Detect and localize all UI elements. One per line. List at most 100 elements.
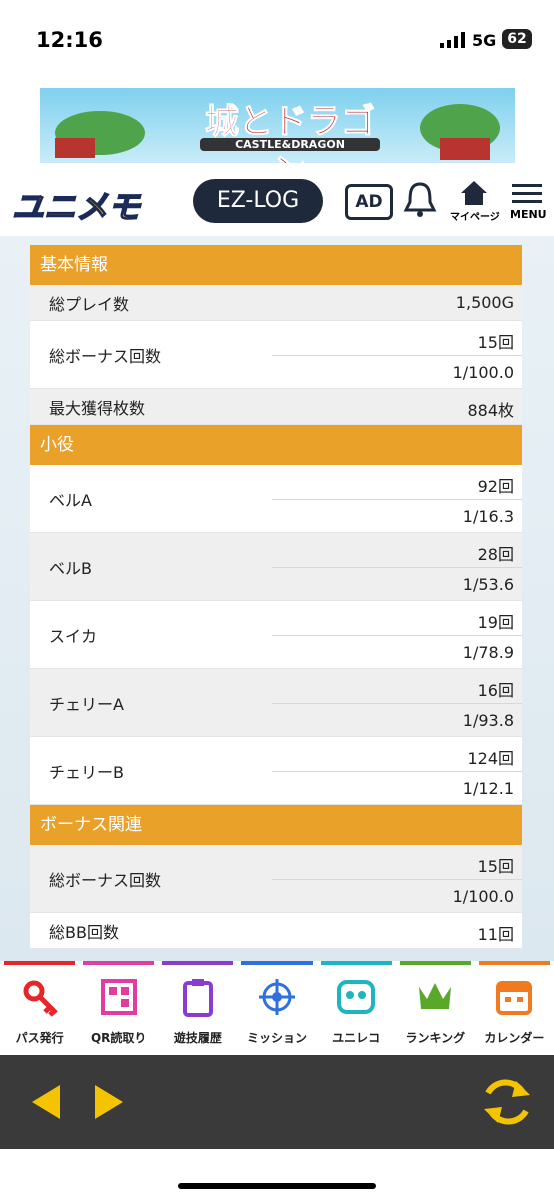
- battery: 62: [502, 29, 532, 49]
- tab-label: ランキング: [405, 1031, 466, 1045]
- row-label: チェリーB: [49, 762, 124, 782]
- table-row: 最大獲得枚数 884枚: [30, 389, 522, 425]
- banner-title: 城とドラゴン: [205, 102, 376, 164]
- back-button[interactable]: [32, 1085, 60, 1119]
- tab-color-bar: [399, 961, 471, 965]
- value-separator: [272, 567, 522, 568]
- tab-label: 遊技履歴: [173, 1031, 222, 1045]
- table-row: ベルA 92回 1/16.3: [30, 465, 522, 533]
- tab-item[interactable]: ミッション: [237, 961, 316, 1055]
- bell-icon[interactable]: [402, 180, 438, 220]
- row-value: 11回: [477, 925, 514, 944]
- tab-icon: [23, 980, 58, 1017]
- tab-item[interactable]: ユニレコ: [317, 961, 396, 1055]
- row-value: 15回: [477, 333, 514, 352]
- row-value: 1/93.8: [462, 711, 514, 730]
- tab-item[interactable]: ランキング: [396, 961, 475, 1055]
- forward-button[interactable]: [95, 1085, 123, 1119]
- tab-color-bar: [478, 961, 550, 965]
- value-separator: [272, 703, 522, 704]
- table-row: スイカ 19回 1/78.9: [30, 601, 522, 669]
- tab-color-bar: [320, 961, 392, 965]
- table-row: 総BB回数 11回: [30, 913, 522, 949]
- tab-label: ミッション: [246, 1031, 307, 1045]
- tab-bar: パス発行 QR読取り 遊技履歴 ミッション ユニレコ ランキング カレンダー: [0, 961, 554, 1055]
- row-label: 総ボーナス回数: [49, 346, 162, 366]
- row-value: 1/100.0: [452, 887, 514, 906]
- banner-art: [55, 104, 500, 160]
- home-indicator: [178, 1183, 376, 1189]
- row-label: ベルA: [49, 490, 92, 510]
- table-row: チェリーB 124回 1/12.1: [30, 737, 522, 805]
- value-separator: [272, 879, 522, 880]
- tab-color-bar: [4, 961, 76, 965]
- ad-button[interactable]: AD: [345, 184, 393, 220]
- menu-icon[interactable]: [512, 184, 542, 204]
- row-value: 1/78.9: [462, 643, 514, 662]
- tab-icon: [258, 979, 295, 1015]
- value-separator: [272, 499, 522, 500]
- tab-color-bar: [83, 961, 155, 965]
- toolbar-icons: [32, 1079, 530, 1125]
- logo[interactable]: ユニメモ: [11, 187, 141, 227]
- section-header: 基本情報: [30, 245, 522, 285]
- tab-color-bar: [162, 961, 234, 965]
- section-header: ボーナス関連: [30, 805, 522, 845]
- browser-toolbar: [0, 1055, 554, 1149]
- content: 基本情報総プレイ数 1,500G 総ボーナス回数 15回 1/100.0 最大獲得枚数 88…: [0, 236, 554, 961]
- tab-icon: [182, 979, 213, 1017]
- ad-banner[interactable]: 城とドラゴン CASTLE&DRAGON: [40, 88, 515, 163]
- tab-label: QR読取り: [90, 1031, 147, 1045]
- mypage-label[interactable]: マイページ: [450, 212, 500, 223]
- tab-label: カレンダー: [484, 1031, 545, 1045]
- menu-label[interactable]: MENU: [510, 208, 547, 221]
- row-value: 15回: [477, 857, 514, 876]
- signal-icon: [440, 32, 465, 48]
- row-value: 884枚: [467, 401, 514, 420]
- tab-label: ユニレコ: [332, 1031, 381, 1045]
- row-label: 総プレイ数: [49, 294, 130, 314]
- row-label: チェリーA: [49, 694, 124, 714]
- section-header: 小役: [30, 425, 522, 465]
- row-value: 124回: [467, 749, 514, 768]
- home-icon[interactable]: [460, 180, 488, 206]
- value-separator: [272, 771, 522, 772]
- row-label: スイカ: [49, 626, 98, 646]
- tab-item[interactable]: QR読取り: [79, 961, 158, 1055]
- row-label: ベルB: [49, 558, 92, 578]
- row-value: 19回: [477, 613, 514, 632]
- row-value: 1/16.3: [462, 507, 514, 526]
- table-row: ベルB 28回 1/53.6: [30, 533, 522, 601]
- app-header: ユニメモ EZ-LOG AD マイページ MENU: [0, 170, 554, 236]
- row-value: 1/100.0: [452, 363, 514, 382]
- data-table: 基本情報総プレイ数 1,500G 総ボーナス回数 15回 1/100.0 最大獲得枚数 88…: [30, 245, 522, 949]
- tab-item[interactable]: カレンダー: [475, 961, 554, 1055]
- tab-icon: [100, 979, 137, 1015]
- tab-label: パス発行: [15, 1031, 64, 1045]
- table-row: 総プレイ数 1,500G: [30, 285, 522, 321]
- tab-item[interactable]: 遊技履歴: [158, 961, 237, 1055]
- row-value: 1/53.6: [462, 575, 514, 594]
- tab-item[interactable]: パス発行: [0, 961, 79, 1055]
- tab-icon: [419, 983, 452, 1009]
- value-separator: [272, 635, 522, 636]
- time: 12:16: [36, 28, 103, 52]
- row-label: 総BB回数: [49, 922, 119, 942]
- ez-log-button[interactable]: EZ-LOG: [193, 179, 323, 223]
- table-row: 総ボーナス回数 15回 1/100.0: [30, 845, 522, 913]
- table-row: 総ボーナス回数 15回 1/100.0: [30, 321, 522, 389]
- status-bar: 12:16 5G 62: [0, 0, 554, 80]
- row-value: 1,500G: [455, 293, 514, 312]
- table-row: チェリーA 16回 1/93.8: [30, 669, 522, 737]
- tab-icon: [337, 980, 376, 1014]
- tab-icon: [496, 981, 533, 1015]
- row-value: 92回: [477, 477, 514, 496]
- value-separator: [272, 355, 522, 356]
- network: 5G: [472, 31, 497, 50]
- row-value: 28回: [477, 545, 514, 564]
- row-label: 総ボーナス回数: [49, 870, 162, 890]
- row-label: 最大獲得枚数: [49, 398, 146, 418]
- banner-subtitle: CASTLE&DRAGON: [200, 138, 380, 151]
- row-value: 1/12.1: [462, 779, 514, 798]
